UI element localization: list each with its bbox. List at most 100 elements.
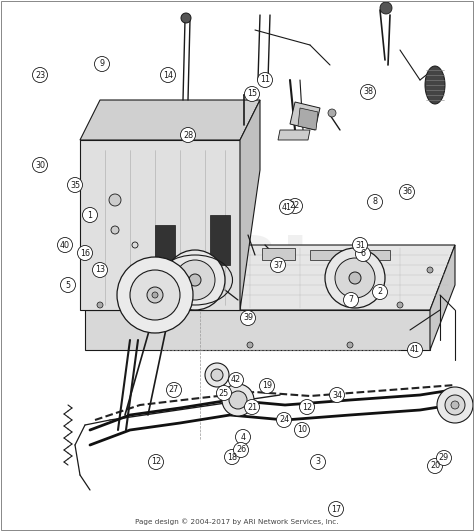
- Text: 35: 35: [70, 181, 80, 190]
- Circle shape: [152, 292, 158, 298]
- Circle shape: [189, 274, 201, 286]
- Circle shape: [205, 363, 229, 387]
- Polygon shape: [310, 250, 390, 260]
- Polygon shape: [155, 225, 175, 280]
- Circle shape: [161, 67, 175, 82]
- Circle shape: [229, 391, 247, 409]
- Text: 7: 7: [348, 295, 354, 304]
- Polygon shape: [290, 102, 320, 130]
- Text: 41: 41: [282, 202, 292, 211]
- Text: 12: 12: [302, 402, 312, 412]
- Text: 38: 38: [363, 88, 373, 97]
- Polygon shape: [430, 245, 455, 350]
- Circle shape: [344, 293, 358, 307]
- Circle shape: [33, 158, 47, 173]
- Circle shape: [367, 194, 383, 210]
- Circle shape: [78, 245, 92, 261]
- Circle shape: [276, 413, 292, 427]
- Text: 1: 1: [88, 210, 92, 219]
- Text: 27: 27: [169, 386, 179, 395]
- Text: 15: 15: [247, 90, 257, 98]
- Circle shape: [328, 501, 344, 517]
- Polygon shape: [80, 100, 260, 140]
- Circle shape: [335, 258, 375, 298]
- Circle shape: [181, 127, 195, 142]
- Circle shape: [33, 67, 47, 82]
- Text: 20: 20: [430, 461, 440, 470]
- Text: 37: 37: [273, 261, 283, 270]
- Circle shape: [225, 450, 239, 465]
- Circle shape: [130, 270, 180, 320]
- Circle shape: [294, 423, 310, 438]
- Circle shape: [61, 278, 75, 293]
- Text: 34: 34: [332, 390, 342, 399]
- Circle shape: [361, 84, 375, 99]
- Circle shape: [245, 87, 259, 101]
- Circle shape: [147, 287, 163, 303]
- Polygon shape: [298, 108, 318, 130]
- Circle shape: [445, 395, 465, 415]
- Circle shape: [408, 342, 422, 357]
- Text: ARI: ARI: [164, 233, 310, 307]
- Polygon shape: [210, 215, 230, 265]
- Circle shape: [234, 442, 248, 458]
- Circle shape: [92, 262, 108, 278]
- Circle shape: [257, 73, 273, 88]
- Text: 17: 17: [331, 504, 341, 513]
- Text: 29: 29: [439, 453, 449, 463]
- Circle shape: [175, 260, 215, 300]
- Circle shape: [148, 455, 164, 469]
- Circle shape: [211, 369, 223, 381]
- Circle shape: [217, 386, 231, 400]
- Polygon shape: [278, 130, 310, 140]
- Circle shape: [356, 246, 371, 261]
- Text: 11: 11: [260, 75, 270, 84]
- Text: 6: 6: [361, 250, 365, 259]
- Circle shape: [222, 384, 254, 416]
- Text: 18: 18: [227, 452, 237, 461]
- Circle shape: [427, 267, 433, 273]
- Circle shape: [288, 199, 302, 213]
- Polygon shape: [240, 100, 260, 310]
- Circle shape: [181, 13, 191, 23]
- Text: 13: 13: [95, 266, 105, 275]
- Circle shape: [349, 272, 361, 284]
- Circle shape: [57, 237, 73, 253]
- Circle shape: [82, 208, 98, 222]
- Text: Page design © 2004-2017 by ARI Network Services, Inc.: Page design © 2004-2017 by ARI Network S…: [135, 519, 339, 525]
- Polygon shape: [85, 245, 455, 310]
- Ellipse shape: [425, 66, 445, 104]
- Circle shape: [437, 450, 452, 466]
- Text: 26: 26: [236, 446, 246, 455]
- Text: 23: 23: [35, 71, 45, 80]
- Text: 4: 4: [240, 433, 246, 441]
- Circle shape: [236, 430, 250, 444]
- Circle shape: [347, 342, 353, 348]
- Circle shape: [240, 311, 255, 326]
- Text: 3: 3: [316, 458, 320, 467]
- Text: 24: 24: [279, 415, 289, 424]
- Circle shape: [300, 399, 315, 415]
- Text: 39: 39: [243, 313, 253, 322]
- Polygon shape: [262, 248, 295, 260]
- Circle shape: [247, 342, 253, 348]
- Text: 30: 30: [35, 160, 45, 169]
- Text: 19: 19: [262, 381, 272, 390]
- Text: 31: 31: [355, 241, 365, 250]
- Circle shape: [325, 248, 385, 308]
- Circle shape: [373, 285, 388, 299]
- Circle shape: [328, 109, 336, 117]
- Circle shape: [132, 242, 138, 248]
- Text: 22: 22: [290, 201, 300, 210]
- Text: 14: 14: [163, 71, 173, 80]
- Circle shape: [137, 302, 143, 308]
- Circle shape: [245, 399, 259, 415]
- Text: 16: 16: [80, 249, 90, 258]
- Circle shape: [67, 177, 82, 193]
- Text: 9: 9: [100, 59, 105, 68]
- Circle shape: [228, 373, 244, 388]
- Text: 12: 12: [151, 458, 161, 467]
- Text: 8: 8: [373, 198, 377, 207]
- Text: 10: 10: [297, 425, 307, 434]
- Text: 42: 42: [231, 375, 241, 384]
